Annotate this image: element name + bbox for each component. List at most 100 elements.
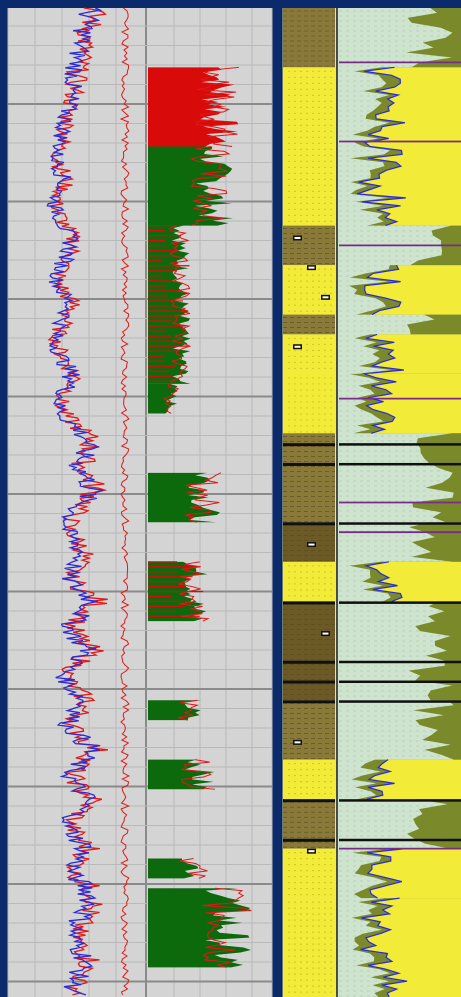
sand-dot <box>294 142 296 144</box>
sand-dot <box>324 178 326 180</box>
sand-dot <box>294 178 296 180</box>
sand-dot <box>294 94 296 96</box>
sand-dot <box>300 894 302 896</box>
sand-dot <box>288 413 290 415</box>
sand-dot <box>330 571 332 573</box>
sand-dot <box>324 220 326 222</box>
sand-dot <box>324 961 326 963</box>
sand-dot <box>330 389 332 391</box>
sand-dot <box>318 383 320 385</box>
sand-dot <box>288 178 290 180</box>
sand-dot <box>294 919 296 921</box>
sand-dot <box>300 298 302 300</box>
sand-dot <box>294 148 296 150</box>
sand-dot <box>288 925 290 927</box>
sand-dot <box>318 70 320 72</box>
sand-dot <box>288 907 290 909</box>
sand-dot <box>318 401 320 403</box>
sand-dot <box>300 280 302 282</box>
sand-dot <box>288 349 290 351</box>
sand-dot <box>306 166 308 168</box>
sand-dot <box>318 775 320 777</box>
sand-dot <box>318 961 320 963</box>
sand-dot <box>306 763 308 765</box>
lithology-chip-highlight <box>322 632 329 635</box>
sand-dot <box>300 220 302 222</box>
sand-dot <box>318 858 320 860</box>
sand-dot <box>318 967 320 969</box>
sand-dot <box>300 130 302 132</box>
sand-dot <box>312 136 314 138</box>
sand-dot <box>312 775 314 777</box>
sand-dot <box>288 130 290 132</box>
sand-dot <box>312 882 314 884</box>
sand-dot <box>318 925 320 927</box>
lithology-chip-highlight <box>308 266 315 269</box>
sand-dot <box>306 298 308 300</box>
sand-dot <box>306 882 308 884</box>
sand-dot <box>324 343 326 345</box>
sand-dot <box>294 268 296 270</box>
sand-dot <box>312 286 314 288</box>
sand-dot <box>300 913 302 915</box>
sand-dot <box>300 202 302 204</box>
sand-dot <box>294 979 296 981</box>
sand-dot <box>312 304 314 306</box>
sand-dot <box>330 184 332 186</box>
coal-seam <box>283 462 335 466</box>
sand-dot <box>324 100 326 102</box>
sand-dot <box>306 286 308 288</box>
sand-dot <box>288 401 290 403</box>
sand-dot <box>318 304 320 306</box>
sand-dot <box>306 407 308 409</box>
sand-dot <box>318 769 320 771</box>
sand-dot <box>312 142 314 144</box>
sand-dot <box>294 184 296 186</box>
sand-dot <box>294 901 296 903</box>
lith-bed-dark_shale <box>283 601 335 701</box>
coal-seam-composition <box>339 799 461 802</box>
sand-dot <box>300 901 302 903</box>
sand-dot <box>288 793 290 795</box>
sand-dot <box>312 166 314 168</box>
sand-dot <box>330 304 332 306</box>
sand-dot <box>318 268 320 270</box>
sand-dot <box>294 955 296 957</box>
sand-dot <box>318 298 320 300</box>
sand-dot <box>300 413 302 415</box>
sand-dot <box>330 852 332 854</box>
sand-dot <box>300 943 302 945</box>
sand-dot <box>300 292 302 294</box>
coal-seam-composition <box>339 522 461 525</box>
sand-dot <box>294 852 296 854</box>
sand-dot <box>312 888 314 890</box>
sand-dot <box>306 793 308 795</box>
sand-dot <box>294 154 296 156</box>
sand-dot <box>318 407 320 409</box>
fill-zone-green <box>148 759 215 790</box>
sand-dot <box>324 583 326 585</box>
sand-dot <box>300 208 302 210</box>
sand-dot <box>300 214 302 216</box>
lithology-chip-highlight <box>294 741 301 744</box>
lithology-chip-highlight <box>308 850 315 853</box>
fill-zone-green <box>148 472 220 523</box>
sand-dot <box>318 882 320 884</box>
sand-dot <box>318 577 320 579</box>
sand-dot <box>306 967 308 969</box>
sand-dot <box>288 858 290 860</box>
sand-dot <box>330 298 332 300</box>
sand-dot <box>306 383 308 385</box>
lith-bed-sand <box>283 759 335 800</box>
sand-dot <box>330 907 332 909</box>
sand-dot <box>288 955 290 957</box>
sand-dot <box>294 775 296 777</box>
sand-dot <box>288 985 290 987</box>
sand-dot <box>294 925 296 927</box>
sand-dot <box>312 401 314 403</box>
sand-dot <box>318 166 320 168</box>
sand-dot <box>306 919 308 921</box>
lith-bed-sand <box>283 561 335 602</box>
sand-dot <box>318 389 320 391</box>
sand-dot <box>294 864 296 866</box>
